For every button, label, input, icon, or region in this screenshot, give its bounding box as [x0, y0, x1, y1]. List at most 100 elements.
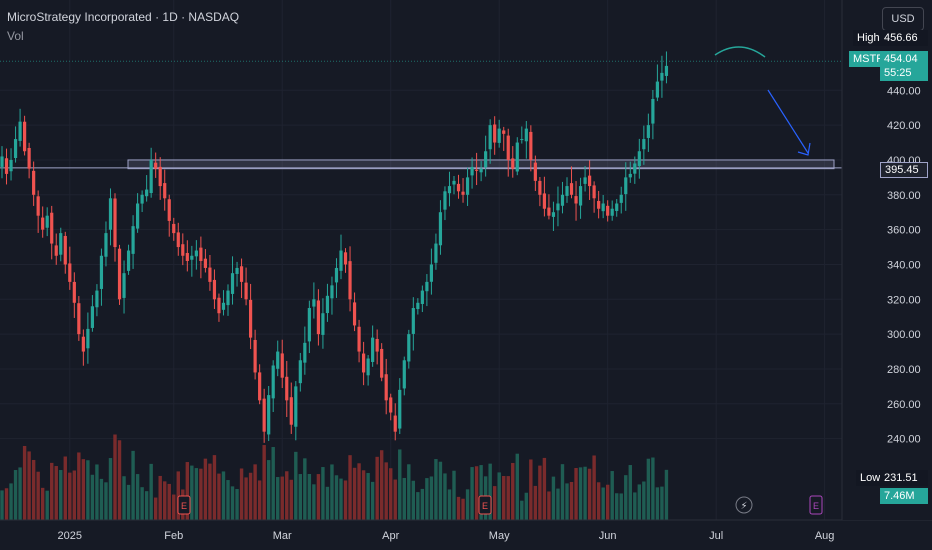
candle-body-95 — [429, 264, 433, 282]
volume-bar-39 — [176, 471, 180, 520]
volume-bar-44 — [199, 468, 203, 520]
candle-body-138 — [624, 177, 628, 195]
volume-bar-88 — [398, 449, 402, 520]
volume-bar-24 — [108, 458, 113, 520]
candle-body-147 — [664, 65, 669, 76]
volume-value-label: 7.46M — [880, 488, 928, 504]
candle-body-99 — [447, 186, 452, 194]
dividend-bolt-icon[interactable] — [735, 496, 753, 514]
volume-bar-80 — [361, 470, 366, 520]
candle-body-111 — [502, 130, 506, 134]
low-value: 231.51 — [880, 470, 928, 486]
candle-body-77 — [348, 261, 352, 300]
x-tick-label-7: Aug — [815, 530, 835, 542]
candle-body-1 — [4, 158, 9, 174]
volume-bar-104 — [470, 467, 474, 520]
volume-bar-95 — [429, 476, 434, 520]
earnings-icon-3[interactable] — [809, 495, 823, 515]
y-tick-label-6: 360.00 — [887, 225, 921, 237]
candle-body-28 — [126, 250, 131, 271]
volume-bar-145 — [655, 487, 660, 520]
volume-bar-32 — [144, 491, 149, 520]
candle-body-134 — [606, 205, 610, 216]
candle-body-101 — [456, 183, 461, 192]
volume-bar-81 — [366, 473, 370, 520]
volume-bar-118 — [533, 485, 538, 520]
volume-bar-105 — [474, 466, 479, 520]
y-tick-label-5: 340.00 — [887, 259, 921, 271]
volume-bar-70 — [316, 474, 321, 520]
volume-bar-6 — [27, 451, 31, 520]
volume-bar-47 — [212, 455, 217, 520]
currency-button[interactable]: USD — [882, 7, 924, 31]
candle-body-113 — [511, 158, 515, 169]
candle-body-89 — [402, 360, 406, 389]
candle-body-62 — [280, 353, 284, 378]
volume-bar-34 — [153, 497, 158, 520]
volume-bar-100 — [452, 470, 456, 520]
candle-body-126 — [569, 183, 574, 195]
candle-body-47 — [212, 279, 217, 300]
volume-bar-56 — [253, 464, 257, 520]
chart-title: MicroStrategy Incorporated · 1D · NASDAQ — [7, 10, 240, 24]
candle-body-46 — [208, 267, 212, 282]
volume-bar-37 — [167, 483, 171, 520]
volume-bar-102 — [461, 498, 465, 520]
candle-body-90 — [407, 334, 411, 362]
volume-bar-106 — [479, 465, 483, 520]
earnings-icon-1[interactable] — [177, 495, 191, 515]
candle-body-142 — [642, 139, 646, 150]
volume-bar-72 — [325, 486, 330, 520]
volume-bar-38 — [172, 494, 176, 520]
candle-body-56 — [253, 339, 257, 373]
volume-indicator-label[interactable]: Vol — [7, 29, 24, 43]
candle-body-114 — [515, 142, 519, 172]
volume-bar-26 — [117, 440, 122, 520]
volume-bar-137 — [619, 493, 623, 520]
volume-bar-5 — [22, 445, 27, 520]
candle-body-109 — [493, 124, 497, 143]
candle-body-42 — [190, 255, 194, 260]
volume-bar-58 — [262, 445, 266, 520]
volume-bar-122 — [551, 476, 556, 520]
resistance-zone[interactable] — [0, 159, 880, 170]
candle-body-44 — [199, 247, 203, 261]
volume-bar-79 — [357, 463, 361, 520]
candle-body-84 — [380, 348, 384, 378]
volume-bar-74 — [334, 475, 339, 520]
volume-bar-59 — [266, 460, 271, 520]
candle-body-27 — [122, 273, 126, 298]
y-tick-label-10: 440.00 — [887, 85, 921, 97]
volume-bar-84 — [379, 450, 384, 520]
candle-body-51 — [230, 273, 235, 294]
time-axis[interactable]: 2025 Feb Mar Apr May Jun Jul Aug — [0, 519, 932, 550]
candle-body-23 — [104, 233, 108, 257]
volume-bar-91 — [411, 480, 416, 520]
volume-bar-103 — [465, 489, 470, 520]
volume-bar-46 — [208, 463, 212, 520]
volume-bar-45 — [203, 458, 208, 520]
candle-body-72 — [325, 295, 330, 314]
candle-body-49 — [221, 302, 226, 310]
volume-bar-83 — [375, 456, 379, 520]
earnings-icon-2[interactable] — [478, 495, 492, 515]
volume-bar-21 — [95, 464, 99, 520]
candle-body-124 — [560, 194, 565, 206]
volume-bar-7 — [31, 459, 36, 520]
volume-bar-48 — [217, 473, 221, 520]
y-tick-label-0: 240.00 — [887, 434, 921, 446]
candle-body-86 — [389, 397, 393, 413]
volume-bar-3 — [13, 470, 18, 520]
volume-bar-9 — [40, 487, 45, 520]
candle-body-36 — [163, 183, 167, 199]
candle-body-43 — [194, 250, 198, 257]
candle-body-33 — [149, 159, 153, 194]
candle-body-115 — [520, 139, 524, 141]
candle-body-146 — [660, 72, 664, 81]
candle-body-16 — [72, 281, 76, 303]
candle-body-75 — [339, 250, 343, 271]
volume-bar-65 — [294, 451, 298, 520]
volume-bar-2 — [9, 483, 13, 520]
candle-body-17 — [77, 303, 81, 335]
